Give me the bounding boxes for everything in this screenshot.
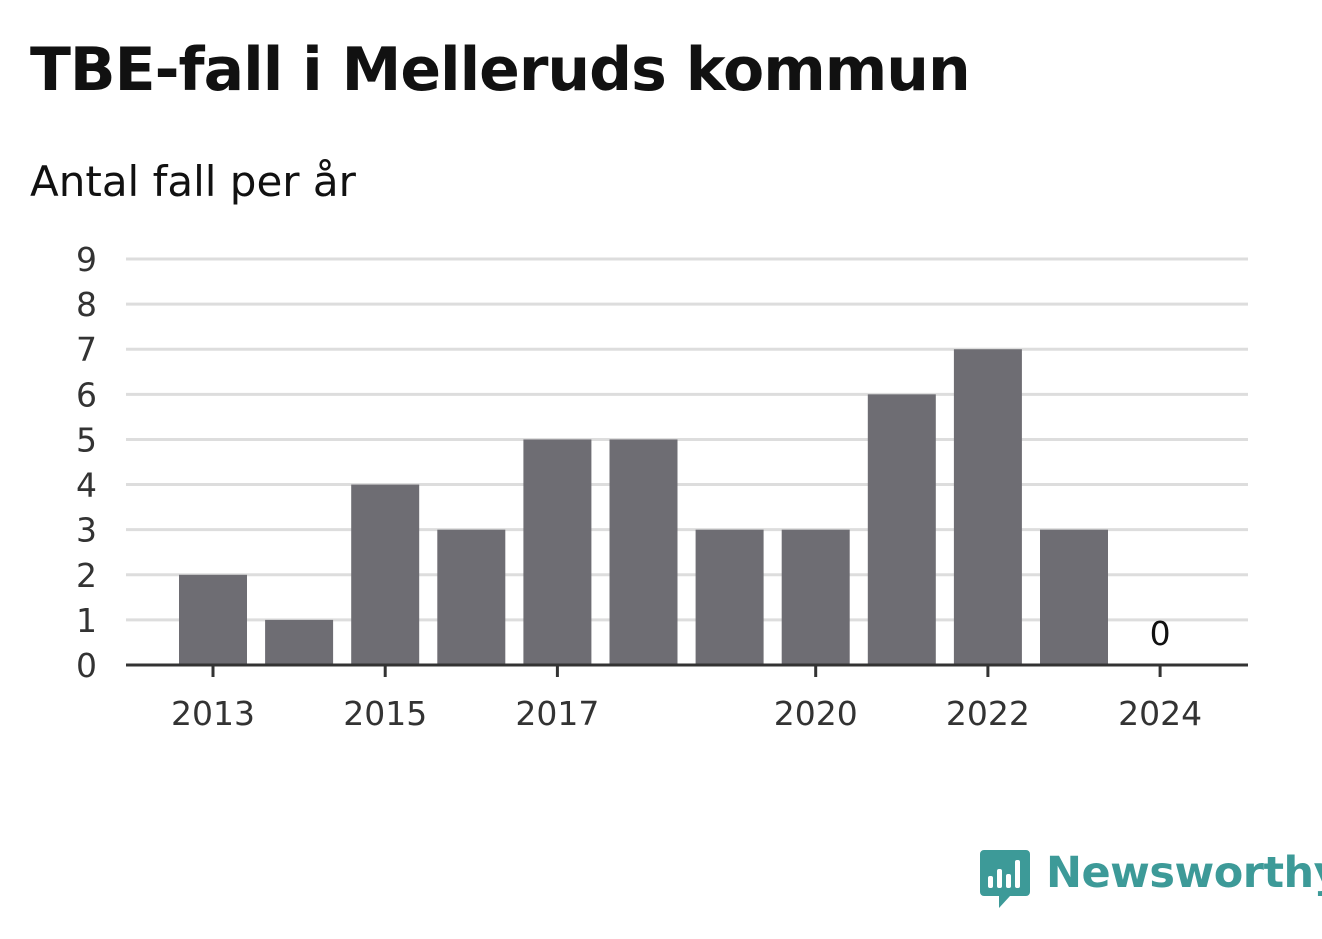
bar-2013 — [179, 574, 247, 665]
bar-2017 — [523, 439, 592, 665]
y-tick-label-8: 8 — [76, 285, 97, 324]
bar-2018 — [609, 439, 678, 665]
bar-2020 — [781, 529, 850, 665]
y-tick-label-3: 3 — [76, 511, 97, 550]
x-tick-label-2022: 2022 — [946, 694, 1030, 733]
x-tick-label-2020: 2020 — [774, 694, 858, 733]
chart-subtitle: Antal fall per år — [30, 157, 356, 206]
value-annotations: 0 — [1150, 614, 1171, 653]
x-tick-label-2013: 2013 — [171, 694, 255, 733]
x-tick-labels: 2013 2015 2017 2020 2022 2024 — [171, 694, 1202, 733]
logo-text: Newsworthy — [1046, 848, 1322, 898]
bar-2021 — [867, 394, 936, 665]
y-tick-label-6: 6 — [76, 375, 97, 414]
bar-2019 — [695, 529, 764, 665]
y-tick-label-5: 5 — [76, 420, 97, 459]
y-tick-label-9: 9 — [76, 240, 97, 279]
newsworthy-logo: Newsworthy — [980, 850, 1322, 910]
y-tick-label-4: 4 — [76, 466, 97, 505]
y-tick-label-0: 0 — [76, 646, 97, 685]
x-tick-label-2024: 2024 — [1118, 694, 1202, 733]
newsworthy-bar-chart-icon — [980, 850, 1030, 908]
y-tick-label-1: 1 — [76, 601, 97, 640]
x-tick-label-2015: 2015 — [343, 694, 427, 733]
y-tick-labels: 0 1 2 3 4 5 6 7 8 9 — [76, 240, 97, 685]
bar-2022 — [953, 349, 1022, 665]
bars — [179, 349, 1108, 665]
bar-2014 — [265, 619, 334, 665]
grid-lines — [126, 257, 1248, 622]
x-axis — [126, 663, 1248, 677]
bar-2023 — [1040, 529, 1108, 665]
bar-2015 — [351, 484, 420, 665]
chart-title: TBE-fall i Melleruds kommun — [30, 35, 971, 105]
y-tick-label-2: 2 — [76, 556, 97, 595]
value-label-2024: 0 — [1150, 614, 1171, 653]
bar-2016 — [437, 529, 506, 665]
y-tick-label-7: 7 — [76, 330, 97, 369]
x-tick-label-2017: 2017 — [515, 694, 599, 733]
